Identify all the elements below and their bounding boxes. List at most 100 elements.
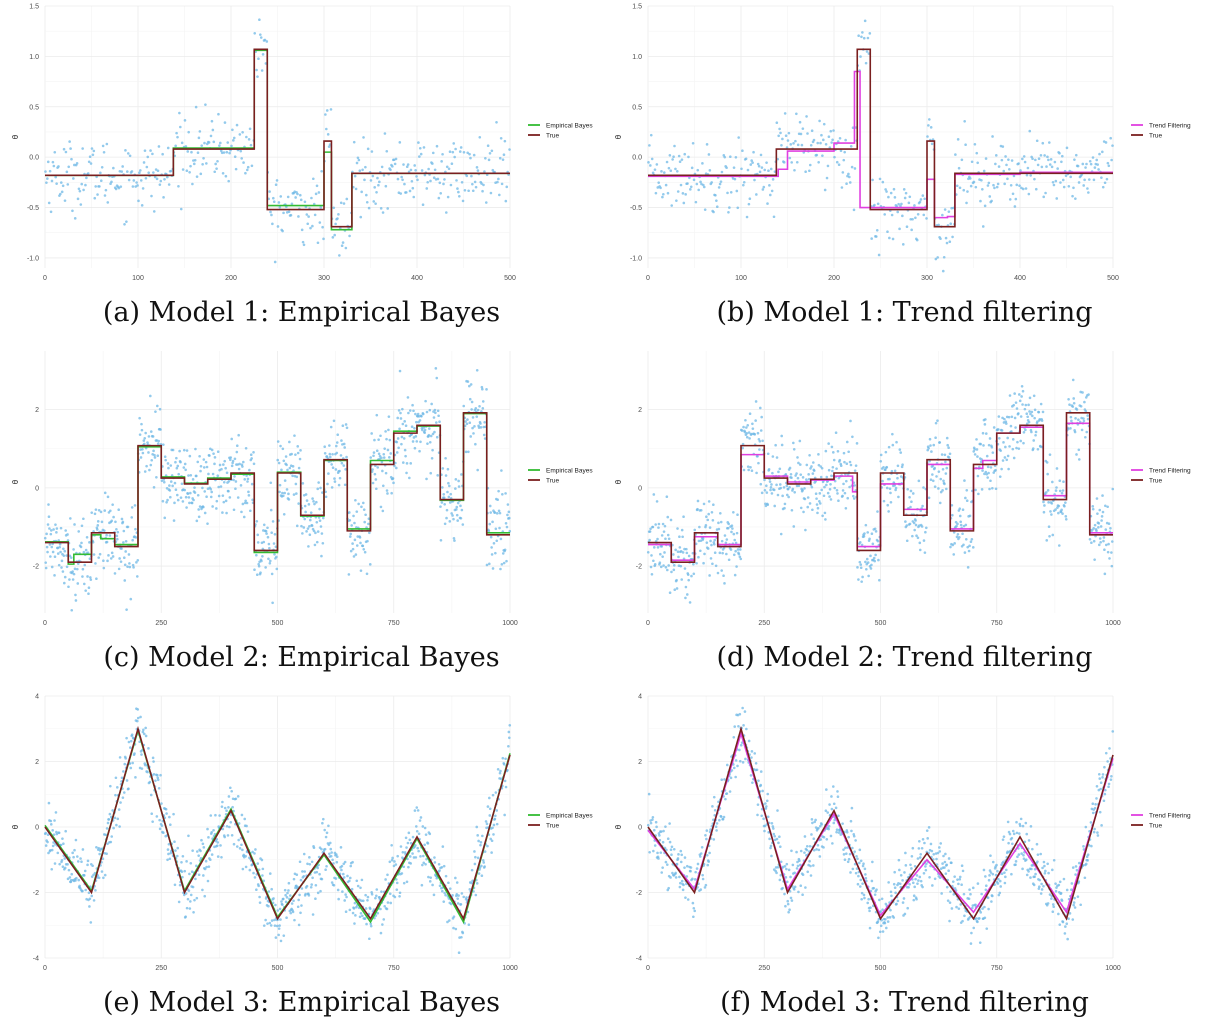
observation-point — [751, 161, 754, 164]
observation-point — [114, 520, 117, 524]
observation-point — [49, 532, 53, 536]
observation-point — [193, 158, 197, 162]
observation-point — [469, 383, 473, 386]
x-tick-label: 400 — [1014, 275, 1026, 282]
observation-point — [230, 834, 234, 837]
observation-point — [508, 723, 512, 727]
observation-point — [865, 567, 868, 571]
observation-point — [989, 854, 992, 857]
observation-point — [932, 852, 936, 856]
observation-point — [968, 177, 972, 180]
observation-point — [77, 878, 81, 882]
observation-point — [925, 862, 928, 866]
observation-point — [114, 187, 118, 191]
observation-point — [671, 158, 674, 161]
observation-point — [769, 167, 773, 171]
observation-point — [941, 862, 944, 865]
observation-point — [407, 411, 410, 415]
observation-point — [300, 228, 304, 232]
observation-point — [177, 472, 180, 476]
y-tick-label: 0.0 — [29, 155, 39, 162]
observation-point — [414, 844, 417, 847]
observation-point — [821, 154, 824, 157]
observation-point — [819, 141, 822, 145]
observation-point — [445, 211, 448, 214]
observation-point — [771, 825, 775, 828]
observation-point — [251, 498, 254, 502]
legend-label: Trend Filtering — [1149, 122, 1191, 129]
observation-point — [158, 183, 162, 186]
observation-point — [148, 780, 152, 784]
observation-point — [905, 524, 909, 527]
observation-point — [499, 777, 503, 781]
observation-point — [79, 545, 83, 549]
observation-point — [939, 477, 943, 481]
observation-point — [300, 887, 304, 890]
observation-point — [810, 833, 813, 836]
observation-point — [249, 509, 252, 513]
observation-point — [459, 146, 463, 149]
observation-point — [852, 834, 856, 838]
observation-point — [876, 920, 880, 923]
observation-point — [981, 225, 985, 228]
observation-point — [460, 473, 463, 476]
observation-point — [717, 527, 721, 531]
observation-point — [832, 821, 836, 825]
observation-point — [1065, 146, 1069, 150]
observation-point — [923, 841, 926, 845]
observation-point — [341, 890, 344, 893]
observation-point — [911, 492, 915, 495]
observation-point — [469, 156, 472, 160]
observation-point — [46, 177, 49, 180]
observation-point — [227, 179, 230, 183]
observation-point — [315, 870, 319, 874]
observation-point — [755, 193, 758, 196]
observation-point — [832, 451, 835, 454]
observation-point — [353, 901, 357, 905]
observation-point — [60, 858, 64, 862]
observation-point — [505, 559, 508, 563]
observation-point — [927, 446, 930, 450]
observation-point — [1071, 194, 1074, 198]
y-tick-label: -2 — [636, 890, 642, 897]
observation-point — [736, 764, 739, 768]
observation-point — [63, 199, 67, 202]
observation-point — [272, 200, 276, 204]
observation-point — [683, 567, 687, 570]
observation-point — [406, 396, 410, 399]
observation-point — [1001, 459, 1005, 462]
observation-point — [847, 857, 851, 861]
observation-point — [421, 428, 424, 432]
observation-point — [770, 854, 773, 858]
observation-point — [958, 535, 961, 539]
observation-point — [789, 143, 793, 146]
observation-point — [200, 838, 203, 842]
observation-point — [57, 563, 61, 567]
observation-point — [252, 462, 256, 466]
observation-point — [1012, 403, 1016, 407]
observation-point — [429, 434, 433, 438]
observation-point — [945, 436, 949, 440]
observation-point — [167, 183, 171, 186]
observation-point — [916, 857, 920, 860]
observation-point — [1104, 504, 1107, 508]
observation-point — [939, 490, 943, 494]
observation-point — [378, 896, 381, 899]
x-tick-label: 1000 — [502, 965, 518, 972]
observation-point — [444, 893, 447, 897]
observation-point — [374, 896, 377, 900]
observation-point — [441, 467, 445, 470]
observation-point — [338, 254, 341, 257]
observation-point — [265, 40, 269, 43]
observation-point — [829, 129, 833, 133]
observation-point — [202, 458, 206, 461]
observation-point — [1009, 183, 1013, 187]
observation-point — [289, 911, 293, 915]
observation-point — [990, 900, 993, 903]
observation-point — [306, 222, 310, 226]
observation-point — [184, 468, 187, 472]
observation-point — [647, 792, 651, 796]
observation-point — [201, 842, 205, 846]
observation-point — [926, 135, 929, 138]
x-tick-label: 250 — [758, 620, 770, 627]
